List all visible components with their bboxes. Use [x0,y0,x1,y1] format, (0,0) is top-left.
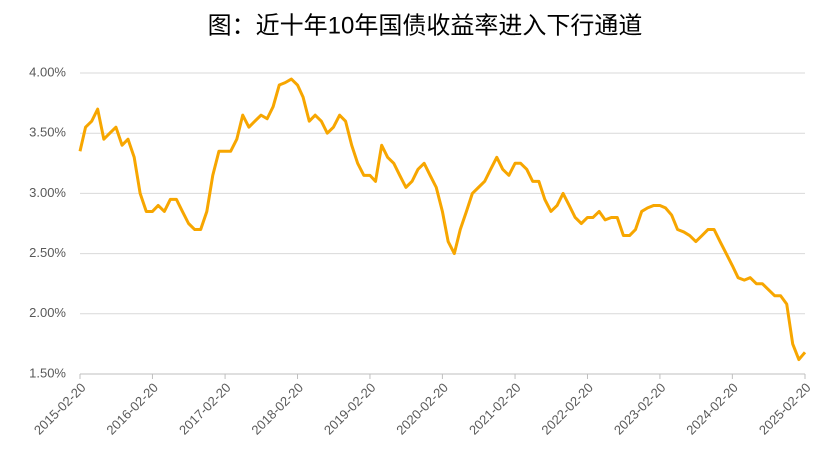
x-tick-label: 2023-02-20 [611,380,669,438]
x-tick-label: 2020-02-20 [393,380,451,438]
x-tick-label: 2025-02-20 [756,380,814,438]
y-tick-label: 2.00% [29,305,66,320]
x-tick-label: 2016-02-20 [103,380,161,438]
y-tick-label: 4.00% [29,64,66,79]
x-tick-label: 2018-02-20 [248,380,306,438]
line-series [78,77,807,362]
x-tick-label: 2021-02-20 [466,380,524,438]
x-tick-label: 2019-02-20 [321,380,379,438]
y-tick-label: 2.50% [29,245,66,260]
x-tick-label: 2017-02-20 [176,380,234,438]
y-tick-label: 3.00% [29,185,66,200]
y-tick-label: 1.50% [29,365,66,380]
x-tick-label: 2022-02-20 [538,380,596,438]
chart-title: 图：近十年10年国债收益率进入下行通道 [208,12,643,39]
x-tick-label: 2015-02-20 [31,380,89,438]
x-tick-label: 2024-02-20 [683,380,741,438]
y-tick-label: 3.50% [29,125,66,140]
